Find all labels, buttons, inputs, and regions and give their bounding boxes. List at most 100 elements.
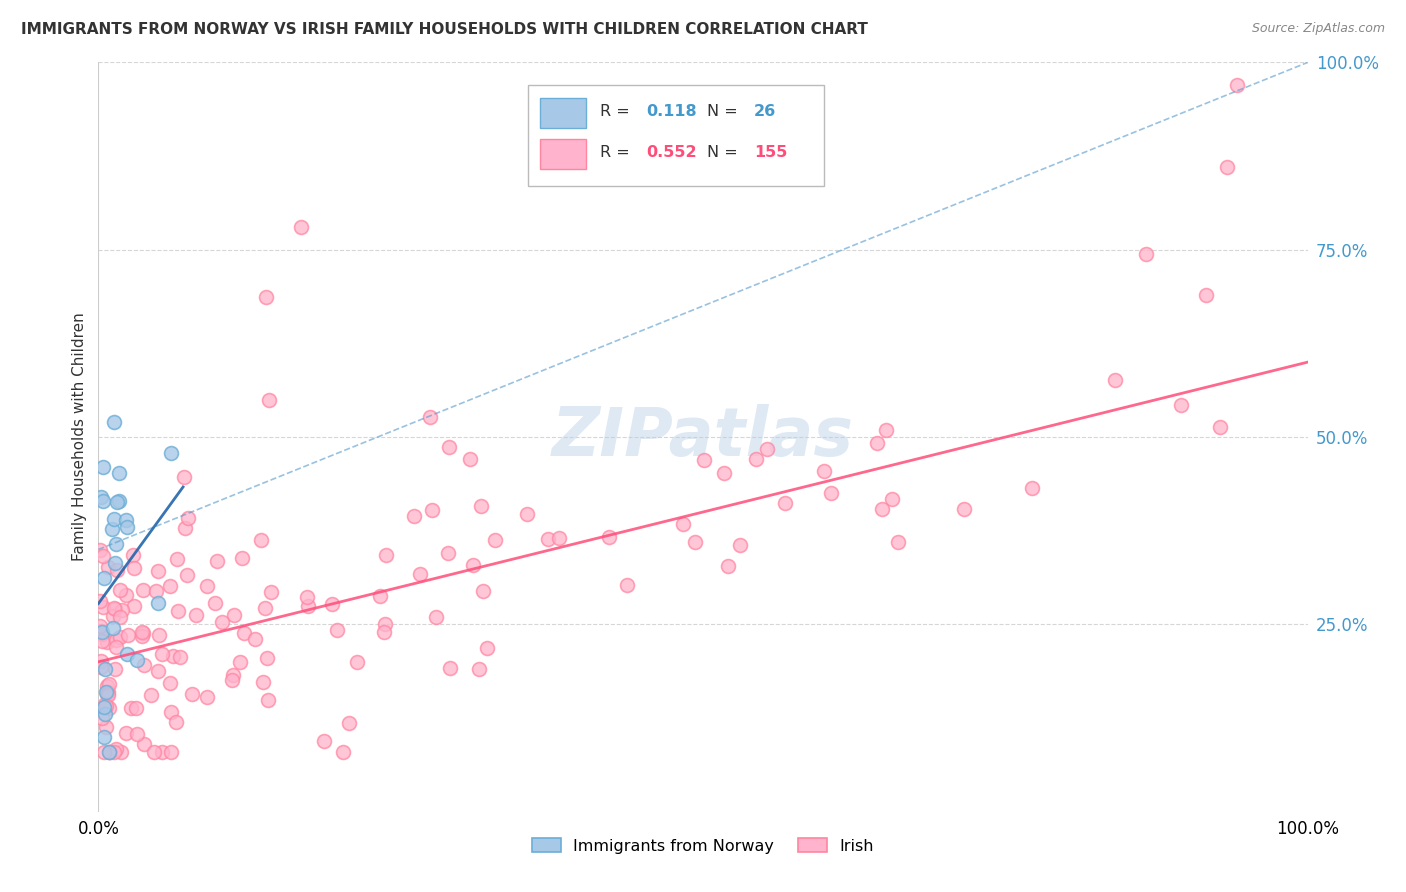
Point <box>404 509 426 524</box>
Point <box>90 660 112 674</box>
Point <box>1135 247 1157 261</box>
Point <box>475 641 498 656</box>
Point <box>89 619 111 633</box>
Point <box>755 442 778 457</box>
Point <box>145 584 167 599</box>
Point <box>346 655 368 669</box>
Point <box>257 693 280 707</box>
Point <box>425 610 447 624</box>
Point <box>1170 398 1192 412</box>
Point <box>97 684 120 698</box>
Point <box>159 676 181 690</box>
Point <box>321 597 343 611</box>
Point <box>117 647 139 661</box>
Point <box>124 599 146 613</box>
Point <box>180 687 202 701</box>
Point <box>173 521 195 535</box>
Point <box>97 688 120 702</box>
FancyBboxPatch shape <box>540 139 586 169</box>
Text: N =: N = <box>707 103 742 119</box>
Point <box>162 649 184 664</box>
Point <box>159 579 181 593</box>
Point <box>91 494 114 508</box>
Point <box>470 499 492 513</box>
Point <box>195 579 218 593</box>
Point <box>374 616 396 631</box>
Point <box>105 640 128 655</box>
Point <box>108 582 131 597</box>
Point <box>169 649 191 664</box>
Point <box>98 745 121 759</box>
Legend: Immigrants from Norway, Irish: Immigrants from Norway, Irish <box>526 831 880 860</box>
Point <box>184 607 207 622</box>
Point <box>337 715 360 730</box>
Point <box>91 711 114 725</box>
Point <box>146 665 169 679</box>
Point <box>104 742 127 756</box>
Point <box>148 628 170 642</box>
Point <box>131 629 153 643</box>
Point <box>254 291 277 305</box>
Point <box>101 608 124 623</box>
Point <box>250 533 273 547</box>
Point <box>257 392 280 407</box>
Point <box>1226 78 1249 92</box>
Point <box>150 647 173 661</box>
Point <box>134 737 156 751</box>
Point <box>439 661 461 675</box>
Point <box>548 532 571 546</box>
Point <box>176 568 198 582</box>
Point <box>312 734 335 748</box>
Text: 26: 26 <box>754 103 776 119</box>
Point <box>713 466 735 480</box>
Point <box>297 599 319 613</box>
Point <box>103 512 125 526</box>
Point <box>717 558 740 573</box>
Point <box>775 496 797 510</box>
Point <box>484 533 506 547</box>
Point <box>117 520 139 534</box>
Point <box>253 601 276 615</box>
Point <box>165 714 187 729</box>
Point <box>205 553 228 567</box>
Point <box>252 675 274 690</box>
Point <box>146 564 169 578</box>
Point <box>104 556 127 570</box>
Point <box>107 467 129 481</box>
Point <box>173 470 195 484</box>
Text: 155: 155 <box>754 145 787 160</box>
Point <box>245 632 267 647</box>
Point <box>103 745 125 759</box>
Point <box>260 584 283 599</box>
Point <box>91 460 114 475</box>
Point <box>101 522 124 536</box>
Point <box>139 688 162 702</box>
FancyBboxPatch shape <box>527 85 824 186</box>
Point <box>115 726 138 740</box>
Point <box>953 502 976 516</box>
Point <box>94 662 117 676</box>
Point <box>103 621 125 635</box>
Point <box>104 662 127 676</box>
Point <box>96 679 118 693</box>
Point <box>94 707 117 722</box>
Point <box>332 745 354 759</box>
Point <box>420 503 443 517</box>
Point <box>820 485 842 500</box>
Point <box>121 701 143 715</box>
Point <box>211 615 233 629</box>
Point <box>97 560 120 574</box>
Y-axis label: Family Households with Children: Family Households with Children <box>72 313 87 561</box>
Point <box>132 657 155 672</box>
Point <box>745 451 768 466</box>
Point <box>290 220 312 235</box>
Point <box>125 701 148 715</box>
Point <box>598 530 620 544</box>
Point <box>373 625 395 640</box>
Point <box>104 633 127 648</box>
Point <box>110 745 132 759</box>
Point <box>90 624 112 639</box>
Point <box>108 493 131 508</box>
Point <box>131 625 153 640</box>
Point <box>132 583 155 598</box>
